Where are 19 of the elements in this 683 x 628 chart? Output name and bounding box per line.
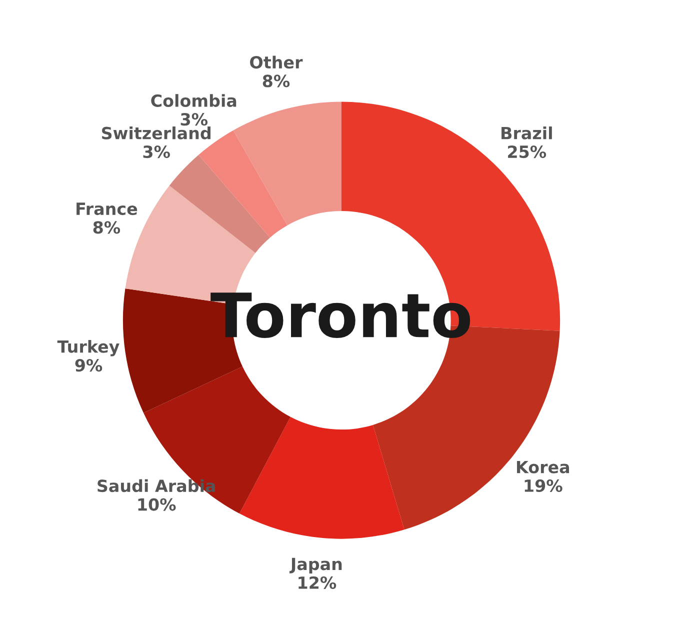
data-label: 19% (524, 479, 562, 492)
data-label: 12% (298, 576, 336, 589)
slice-label: Korea (517, 460, 570, 474)
slice-label: Switzerland (102, 126, 210, 140)
slice-label: Other (250, 56, 303, 69)
donut-slice (169, 154, 270, 253)
data-label: 3% (143, 145, 170, 158)
data-label: 3% (180, 113, 208, 126)
data-label: 25% (508, 145, 546, 158)
slice-label: Brazil (502, 126, 552, 140)
data-label: 10% (138, 498, 176, 511)
slice-label: France (76, 202, 138, 216)
donut-slice (239, 416, 404, 539)
data-label: 8% (93, 221, 120, 234)
slice-label: Turkey (57, 340, 120, 356)
data-label: 9% (75, 359, 102, 372)
slice-label: Japan (290, 558, 342, 574)
data-label: 8% (262, 74, 290, 88)
slice-label: Colombia (151, 94, 236, 107)
